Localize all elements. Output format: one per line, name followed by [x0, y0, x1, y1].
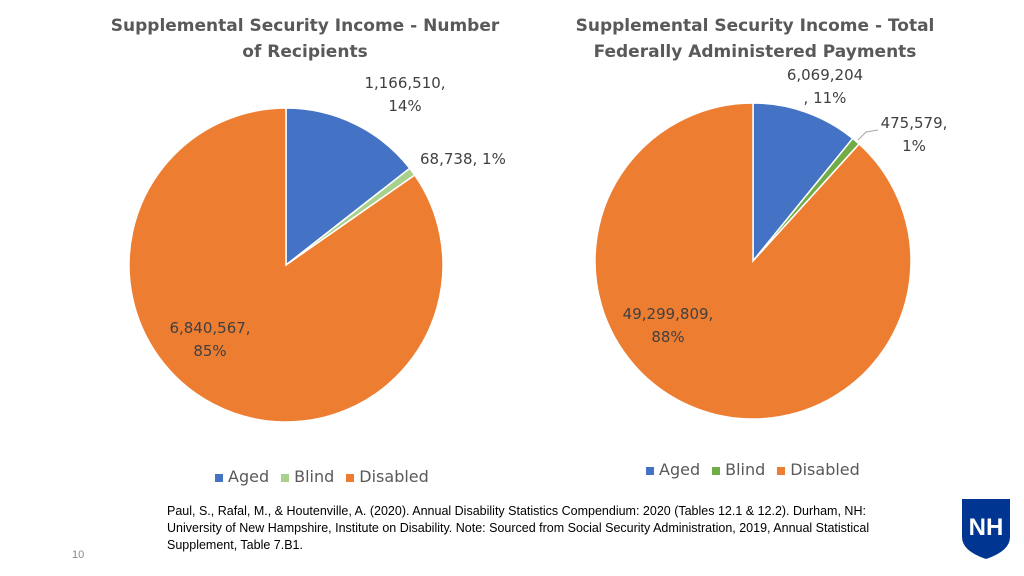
- legend-swatch: [646, 467, 654, 475]
- data-label-disabled-1: 6,840,567, 85%: [169, 319, 251, 360]
- pie-payments: [594, 102, 912, 420]
- legend-label: Aged: [659, 460, 701, 479]
- legend-swatch: [346, 474, 355, 482]
- legend-item-aged: Aged: [215, 467, 269, 486]
- page-number: 10: [72, 549, 85, 561]
- legend-item-disabled: Disabled: [777, 460, 860, 479]
- data-label-aged-1: 1,166,510, 14%: [364, 74, 446, 115]
- legend-label: Aged: [228, 467, 270, 486]
- pie-slice-disabled: [594, 102, 912, 420]
- svg-text:NH: NH: [969, 514, 1004, 541]
- data-label-disabled-2: 49,299,809, 88%: [622, 305, 714, 346]
- legend-label: Blind: [294, 467, 335, 486]
- data-label-aged-2: 6,069,204, 11%: [786, 66, 864, 107]
- pie-slice-aged: [285, 107, 411, 267]
- legend-swatch: [712, 467, 721, 475]
- chart1-title: Supplemental Security Income - Number of …: [110, 16, 500, 62]
- chart2-title: Supplemental Security Income - Total Fede…: [575, 16, 935, 62]
- unh-logo: NH: [962, 499, 1010, 559]
- leader-line: [857, 129, 879, 141]
- legend-swatch: [777, 467, 786, 475]
- data-label-blind-1: 68,738, 1%: [420, 150, 506, 168]
- pie-slice-aged: [752, 102, 854, 264]
- citation: Paul, S., Rafal, M., & Houtenville, A. (…: [167, 504, 870, 552]
- legend-label: Disabled: [790, 460, 860, 479]
- legend-label: Disabled: [359, 467, 429, 486]
- legend-item-blind: Blind: [281, 467, 334, 486]
- legend-swatch: [215, 474, 223, 482]
- legend-1: Aged Blind Disabled: [215, 467, 429, 486]
- legend-label: Blind: [725, 460, 766, 479]
- legend-item-blind: Blind: [712, 460, 765, 479]
- legend-2: Aged Blind Disabled: [646, 460, 860, 479]
- legend-item-disabled: Disabled: [346, 467, 429, 486]
- data-label-blind-2: 475,579, 1%: [880, 114, 948, 155]
- legend-swatch: [281, 474, 290, 482]
- pie-recipients: [128, 107, 444, 423]
- legend-item-aged: Aged: [646, 460, 700, 479]
- pie-slice-disabled: [128, 107, 444, 423]
